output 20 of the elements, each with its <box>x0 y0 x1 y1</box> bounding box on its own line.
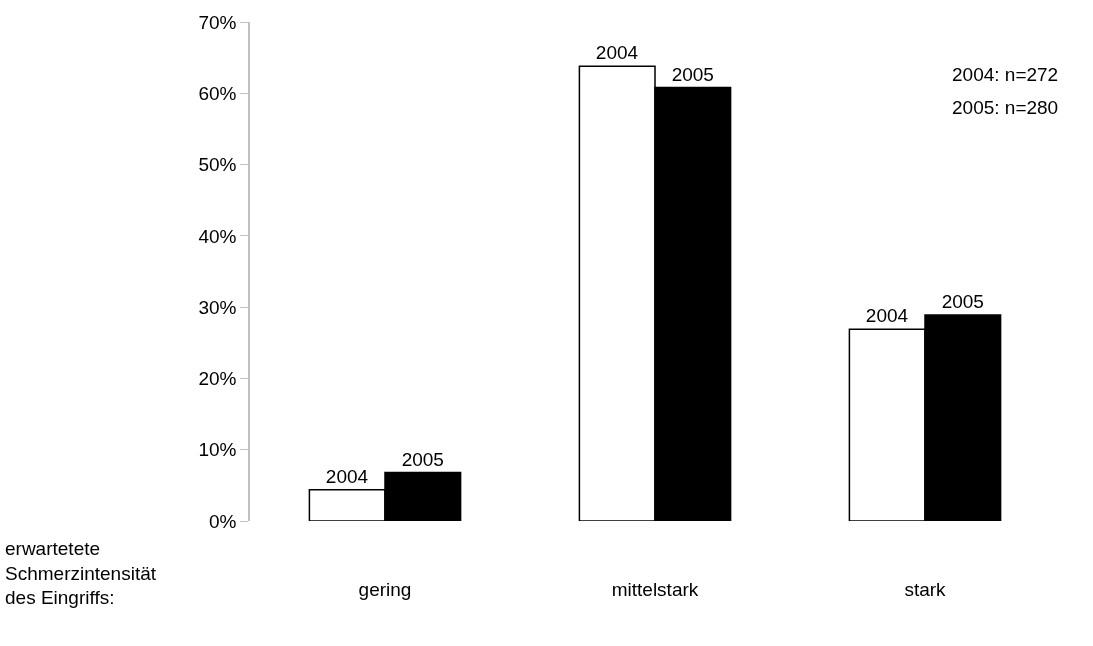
y-tick-label: 70% <box>198 11 237 33</box>
y-tick-label: 50% <box>198 154 237 176</box>
x-tick-label: gering <box>358 579 412 600</box>
text: 2004 <box>865 305 909 327</box>
y-tick-label: 60% <box>198 82 237 104</box>
y-tick-label: 0% <box>208 510 237 532</box>
text: 2005 <box>671 63 714 85</box>
series-label: 2004 <box>325 465 369 487</box>
y-tick-label: 10% <box>198 439 237 461</box>
x-axis-title: erwartetete Schmerzintensität des Eingriffs: <box>5 538 157 609</box>
text: 2005 <box>941 290 984 312</box>
annotation: 2005: n=280 <box>952 97 1059 118</box>
annotation: 2004: n=272 <box>952 64 1059 85</box>
x-tick-label: stark <box>904 579 947 600</box>
y-tick-label: 20% <box>198 368 237 390</box>
text: 2004 <box>595 42 639 64</box>
y-tick-label: 30% <box>198 296 237 318</box>
y-tick-label: 40% <box>198 225 237 247</box>
x-tick-label: mittelstark <box>611 579 699 600</box>
series-label: 2005 <box>401 448 444 470</box>
